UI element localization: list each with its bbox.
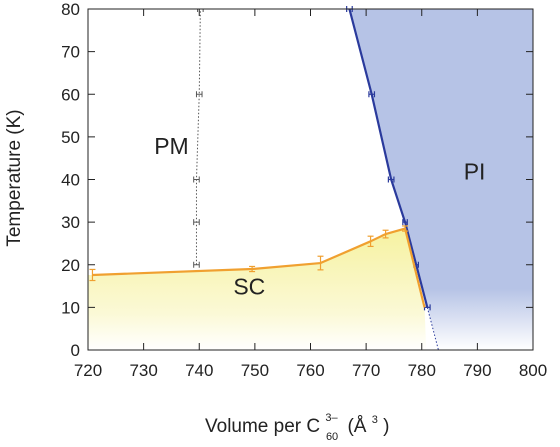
pi-boundary-line (348, 8, 429, 308)
x-tick-label: 740 (185, 361, 213, 380)
y-tick-label: 20 (61, 256, 80, 275)
x-tick-label: 730 (129, 361, 157, 380)
y-tick-label: 40 (61, 171, 80, 190)
y-tick-label: 30 (61, 213, 80, 232)
x-tick-label: 780 (408, 361, 436, 380)
axis-ticks: 720 730 740 750 760 770 780 790 800 0 10 20 30 40 50 60… (61, 0, 547, 380)
sc-boundary-point (317, 255, 324, 271)
y-tick-label: 0 (71, 341, 80, 360)
x-tick-label: 720 (74, 361, 102, 380)
pm-crossover-line (195, 8, 201, 265)
y-tick-label: 70 (61, 43, 80, 62)
y-tick-label: 10 (61, 298, 80, 317)
x-label-unit-sup: 3 (372, 414, 378, 426)
x-label-unit-close: ) (383, 416, 389, 437)
series-layer (89, 6, 439, 351)
pi-boundary-point (368, 91, 376, 98)
x-tick-label: 770 (352, 361, 380, 380)
pm-crossover-point (193, 176, 200, 183)
region-label-sc: SC (233, 274, 265, 300)
x-axis-label: Volume per C 3– 60 (Å 3 ) (205, 405, 389, 445)
sc-boundary-point (249, 265, 256, 273)
sc-boundary-point (367, 235, 374, 248)
region-label-pm: PM (154, 133, 189, 159)
pm-crossover-point (195, 91, 203, 98)
pi-boundary-point (402, 219, 408, 226)
x-tick-label: 790 (463, 361, 491, 380)
y-tick-label: 50 (61, 128, 80, 147)
region-labels: PM PI SC (154, 133, 485, 300)
pi-boundary-point (387, 176, 395, 183)
x-label-sup: 3– (325, 412, 338, 424)
x-label-prefix: Volume per C (205, 416, 320, 437)
x-tick-label: 750 (241, 361, 269, 380)
x-label-sub: 60 (326, 431, 338, 443)
sc-boundary-point (89, 268, 96, 282)
x-tick-label: 800 (519, 361, 547, 380)
pi-boundary-extrapolation (426, 307, 439, 351)
sc-boundary-point (402, 225, 409, 232)
pm-crossover-point (193, 261, 200, 268)
phase-fills (88, 9, 533, 350)
x-tick-label: 760 (296, 361, 324, 380)
y-axis-label: Temperature (K) (4, 109, 25, 246)
x-label-unit-open: (Å (347, 416, 366, 437)
y-tick-label: 60 (61, 85, 80, 104)
pi-region-fill (349, 9, 533, 350)
region-label-pi: PI (464, 159, 486, 185)
sc-boundary-point (382, 229, 389, 239)
y-tick-label: 80 (61, 0, 80, 19)
sc-region-fill (88, 228, 427, 350)
pm-crossover-point (193, 219, 200, 226)
